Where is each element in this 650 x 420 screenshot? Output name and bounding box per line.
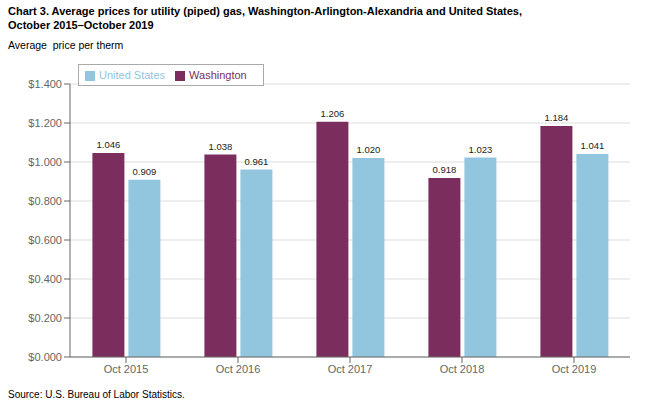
- svg-text:1.041: 1.041: [581, 140, 605, 151]
- svg-text:1.023: 1.023: [469, 144, 493, 155]
- svg-text:$0.200: $0.200: [28, 312, 62, 324]
- html-text:Source: U.S. Bureau of Labor S: Source: U.S. Bureau of Labor Statistics.: [8, 389, 185, 400]
- svg-text:1.020: 1.020: [357, 144, 381, 155]
- svg-text:Oct 2016: Oct 2016: [216, 363, 261, 375]
- svg-text:$1.000: $1.000: [28, 156, 62, 168]
- svg-text:1.046: 1.046: [97, 139, 121, 150]
- svg-text:$0.800: $0.800: [28, 195, 62, 207]
- svg-text:$0.000: $0.000: [28, 351, 62, 363]
- svg-text:Oct 2019: Oct 2019: [552, 363, 597, 375]
- svg-text:$1.400: $1.400: [28, 78, 62, 90]
- svg-text:1.206: 1.206: [321, 108, 345, 119]
- svg-text:0.909: 0.909: [133, 166, 157, 177]
- html-text:Chart 3. Average prices for ut: Chart 3. Average prices for utility (pip…: [8, 5, 522, 17]
- svg-text:$1.200: $1.200: [28, 117, 62, 129]
- svg-text:Oct 2015: Oct 2015: [104, 363, 149, 375]
- html-text:Average price per therm: Average price per therm: [8, 39, 124, 51]
- html-text:Washington: Washington: [189, 69, 247, 81]
- svg-text:0.918: 0.918: [433, 164, 457, 175]
- html-text:October 2015–October 2019: October 2015–October 2019: [8, 19, 154, 31]
- svg-text:1.038: 1.038: [209, 141, 233, 152]
- svg-text:0.961: 0.961: [245, 156, 269, 167]
- svg-text:$0.600: $0.600: [28, 234, 62, 246]
- svg-text:$0.400: $0.400: [28, 273, 62, 285]
- html-text:United States: United States: [99, 69, 165, 81]
- svg-text:1.184: 1.184: [545, 112, 569, 123]
- svg-text:Oct 2018: Oct 2018: [440, 363, 485, 375]
- svg-text:Oct 2017: Oct 2017: [328, 363, 373, 375]
